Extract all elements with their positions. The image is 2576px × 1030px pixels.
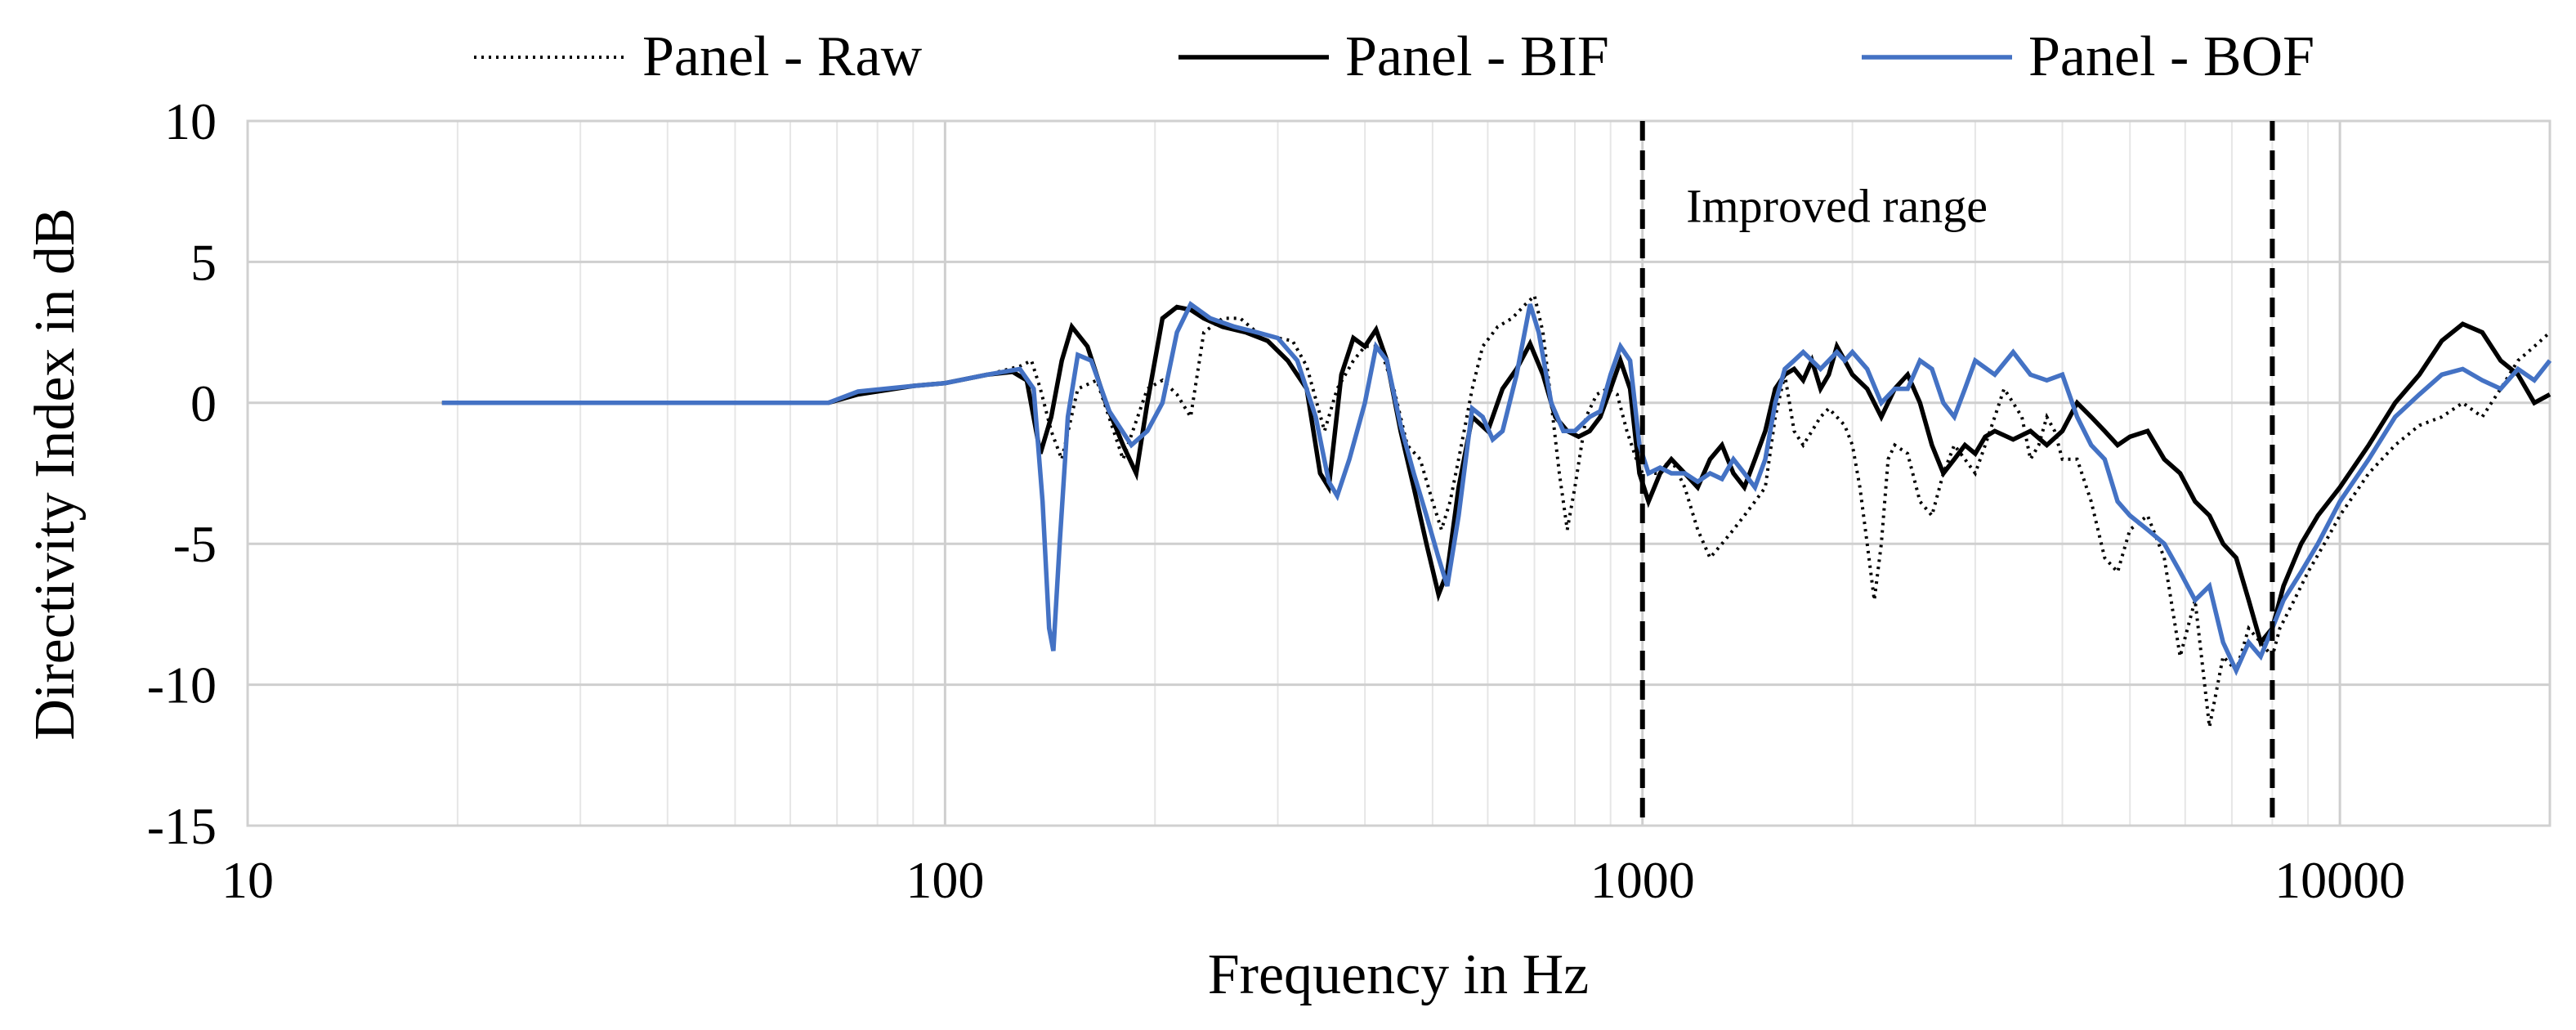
- x-tick-label: 100: [906, 851, 984, 909]
- y-tick-label: 5: [190, 233, 217, 291]
- y-tick-label: -5: [173, 515, 217, 573]
- plot-frame: [246, 119, 2551, 827]
- series-line-panel-raw: [441, 292, 2551, 728]
- y-tick-label: 10: [164, 92, 217, 150]
- x-tick-label: 10000: [2274, 851, 2405, 909]
- series-line-panel-bif: [441, 304, 2551, 647]
- y-tick-label: -15: [147, 797, 217, 855]
- legend-item-panel-bif: Panel - BIF: [1178, 25, 1609, 88]
- legend: Panel - Raw Panel - BIF Panel - BOF: [474, 25, 2314, 88]
- series-line-panel-bof: [441, 300, 2552, 677]
- y-tick-label: 0: [190, 374, 217, 432]
- legend-item-panel-raw: Panel - Raw: [474, 25, 923, 88]
- legend-item-panel-bof: Panel - BOF: [1862, 25, 2314, 88]
- annotation-improved-range: Improved range: [1686, 179, 1988, 232]
- y-axis-title: Directivity Index in dB: [24, 208, 87, 740]
- x-tick-labels: 10 100 1000 10000: [221, 851, 2405, 909]
- legend-label-panel-bif: Panel - BIF: [1345, 25, 1609, 88]
- x-tick-label: 1000: [1590, 851, 1695, 909]
- y-tick-labels: 10 5 0 -5 -10 -15: [147, 92, 217, 855]
- legend-label-panel-bof: Panel - BOF: [2028, 25, 2314, 88]
- y-tick-label: -10: [147, 656, 217, 714]
- x-axis-title: Frequency in Hz: [1208, 943, 1590, 1006]
- x-tick-label: 10: [221, 851, 274, 909]
- series-layer: [441, 292, 2552, 728]
- legend-label-panel-raw: Panel - Raw: [642, 25, 923, 88]
